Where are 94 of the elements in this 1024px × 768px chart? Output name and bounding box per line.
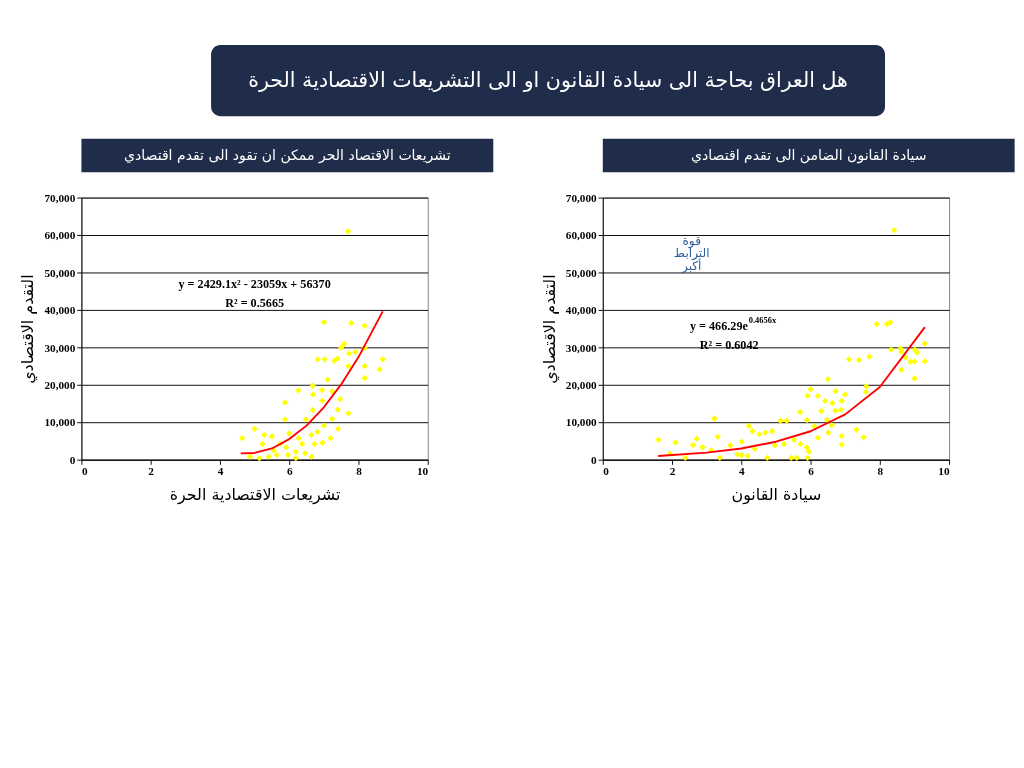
x-axis-title: سيادة القانون xyxy=(731,485,822,506)
point xyxy=(320,318,327,326)
point xyxy=(345,362,352,370)
point xyxy=(327,435,334,442)
point xyxy=(361,362,368,370)
x-tick-label: 0 xyxy=(81,465,88,478)
x-tick-label: 0 xyxy=(603,465,610,478)
point xyxy=(284,451,291,459)
point xyxy=(273,451,280,459)
point xyxy=(309,382,316,389)
point xyxy=(261,431,268,439)
point xyxy=(311,440,318,448)
chart-title: سيادة القانون الضامن الى تقدم اقتصادي xyxy=(691,147,927,165)
x-tick-label: 10 xyxy=(417,465,429,478)
point xyxy=(308,431,315,439)
text: هل العراق بحاجة الى سيادة القانون او الى التشريعات الاقتصادية الحرة xyxy=(248,68,848,93)
y-tick-label: 10,000 xyxy=(565,416,598,429)
y-tick-label: 10,000 xyxy=(44,416,76,429)
point xyxy=(292,455,299,462)
point xyxy=(246,453,254,460)
point xyxy=(238,435,246,442)
y-axis-title: التقدم الاقتصادي xyxy=(539,274,560,384)
point xyxy=(352,348,359,356)
point xyxy=(329,388,336,395)
point xyxy=(292,448,299,455)
y-axis-title: التقدم الاقتصادي xyxy=(18,274,39,384)
point xyxy=(314,356,321,363)
point xyxy=(376,366,383,373)
x-tick-label: 8 xyxy=(877,465,884,478)
annotation: قوة الترابط أكبر xyxy=(673,234,710,274)
point xyxy=(319,439,326,446)
y-tick-label: 50,000 xyxy=(44,266,76,279)
x-tick-label: 2 xyxy=(148,465,155,478)
x-tick-label: 4 xyxy=(738,465,745,478)
point xyxy=(308,453,315,460)
point xyxy=(321,356,328,363)
y-tick-label: 70,000 xyxy=(44,191,76,204)
point xyxy=(324,376,331,383)
y-tick-label: 50,000 xyxy=(565,266,598,279)
point xyxy=(309,391,317,398)
y-tick-label: 30,000 xyxy=(44,341,76,354)
point xyxy=(338,344,345,351)
chart-subtitle: تشريعات الاقتصاد الحر ممكن ان تقود الى تقدم اقتصادي xyxy=(124,147,451,165)
point xyxy=(268,433,276,440)
x-tick-label: 10 xyxy=(938,465,950,478)
y-tick-label: 40,000 xyxy=(44,304,76,317)
point xyxy=(320,422,327,429)
point xyxy=(318,397,326,404)
y-tick-label: 60,000 xyxy=(44,229,76,242)
point xyxy=(281,399,289,406)
point xyxy=(337,396,344,403)
x-tick-label: 4 xyxy=(217,465,224,478)
y-tick-label: 20,000 xyxy=(565,379,598,392)
point xyxy=(348,319,355,327)
point xyxy=(345,410,352,417)
point xyxy=(282,444,290,451)
y-tick-label: 20,000 xyxy=(44,379,76,392)
point xyxy=(334,355,341,362)
point xyxy=(298,440,306,448)
y-tick-label: 40,000 xyxy=(565,304,598,317)
point xyxy=(302,450,309,457)
y-tick-label: 60,000 xyxy=(565,229,598,242)
point xyxy=(295,387,302,394)
point xyxy=(259,440,266,448)
x-tick-label: 6 xyxy=(808,465,815,478)
point xyxy=(251,425,258,432)
point xyxy=(334,425,342,432)
y-tick-label: 0 xyxy=(591,453,598,466)
x-axis-title: تشريعات الاقتصادية الحرة xyxy=(169,485,341,506)
annotation: y = 2429.1x² - 23059x + 56370 xyxy=(178,277,331,292)
y-tick-label: 0 xyxy=(69,453,76,466)
point xyxy=(318,386,326,394)
x-tick-label: 2 xyxy=(669,465,676,478)
y-tick-label: 30,000 xyxy=(565,341,598,354)
point xyxy=(286,430,293,437)
point xyxy=(341,340,348,348)
point xyxy=(344,228,352,235)
x-tick-label: 6 xyxy=(286,465,293,478)
point xyxy=(281,416,289,423)
point xyxy=(302,416,309,423)
annotation: R² = 0.5665 xyxy=(225,296,285,311)
point xyxy=(265,453,272,460)
point xyxy=(309,406,316,414)
point xyxy=(256,455,263,462)
x-tick-label: 8 xyxy=(356,465,363,478)
y-tick-label: 70,000 xyxy=(565,191,598,204)
point xyxy=(329,415,336,423)
point xyxy=(346,350,353,357)
point xyxy=(334,406,341,413)
point xyxy=(314,428,321,436)
point xyxy=(379,356,386,363)
point xyxy=(295,435,302,442)
point xyxy=(361,374,368,382)
point xyxy=(361,322,368,329)
